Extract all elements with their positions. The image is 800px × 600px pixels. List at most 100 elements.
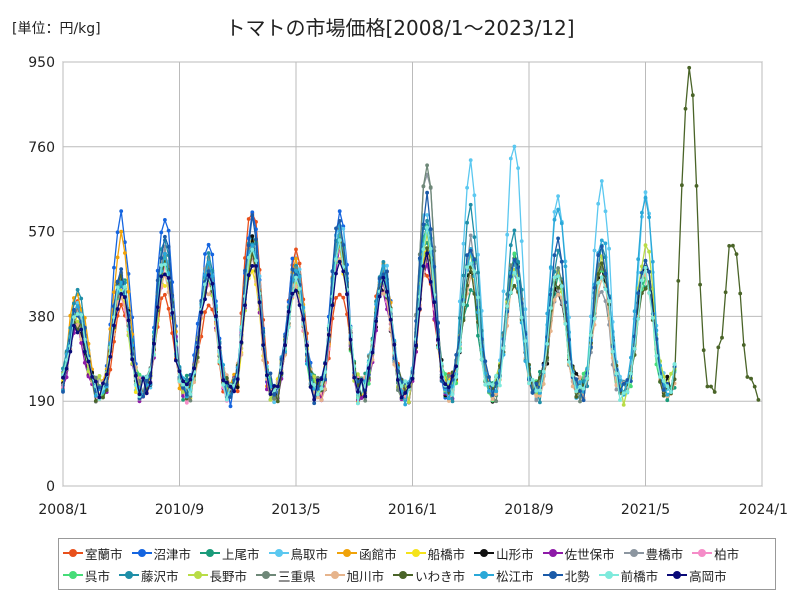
legend-swatch: [268, 548, 289, 558]
data-point: [61, 375, 65, 380]
data-point: [490, 397, 495, 402]
data-point: [545, 311, 550, 316]
data-point: [250, 234, 255, 239]
data-point: [705, 384, 710, 389]
data-point: [97, 385, 102, 390]
legend-item: 室蘭市: [63, 542, 123, 564]
data-point: [465, 283, 469, 288]
legend-label: 柏市: [714, 546, 740, 562]
legend-item: 函館市: [337, 542, 397, 564]
data-point: [224, 380, 229, 385]
data-point: [123, 284, 127, 289]
data-point: [312, 401, 317, 406]
data-point: [235, 389, 240, 394]
data-point: [188, 392, 193, 396]
data-point: [254, 237, 258, 242]
data-point: [425, 225, 429, 230]
data-point: [443, 382, 448, 386]
data-point: [101, 395, 105, 400]
legend-label: 函館市: [359, 546, 397, 562]
legend-item: 山形市: [474, 542, 534, 564]
data-point: [603, 271, 608, 276]
data-point: [381, 275, 386, 280]
legend-swatch: [405, 548, 426, 558]
data-point: [432, 300, 437, 305]
data-point: [290, 291, 295, 296]
data-point: [523, 359, 528, 363]
data-point: [119, 292, 124, 296]
data-point: [508, 263, 513, 268]
data-point: [417, 256, 422, 261]
data-point: [399, 395, 404, 400]
data-point: [421, 222, 426, 227]
data-point: [538, 400, 542, 405]
data-point: [498, 383, 502, 388]
data-point: [210, 274, 215, 278]
data-point: [567, 360, 571, 364]
data-point: [476, 295, 480, 300]
data-point: [163, 284, 167, 288]
legend-swatch: [337, 548, 358, 558]
data-point: [254, 264, 258, 268]
data-point: [290, 267, 295, 272]
legend-swatch: [474, 570, 495, 580]
data-point: [319, 377, 324, 381]
data-point: [82, 325, 87, 330]
data-point: [243, 268, 247, 273]
data-point: [556, 266, 560, 270]
data-point: [523, 307, 528, 312]
x-tick-label: 2008/1: [38, 502, 87, 518]
data-point: [396, 388, 400, 392]
data-point: [494, 389, 499, 394]
data-point: [428, 227, 433, 232]
data-point: [82, 349, 87, 354]
data-point: [490, 382, 495, 387]
data-point: [334, 257, 338, 261]
legend-label: いわき市: [415, 568, 466, 584]
data-point: [319, 398, 324, 402]
data-point: [519, 315, 524, 320]
data-point: [545, 355, 550, 360]
legend-item: 藤沢市: [119, 564, 179, 586]
data-point: [512, 270, 517, 275]
data-point: [126, 318, 131, 323]
data-point: [68, 313, 73, 318]
data-point: [541, 382, 546, 386]
data-point: [133, 383, 138, 387]
data-point: [585, 376, 590, 381]
data-point: [119, 209, 124, 214]
data-point: [661, 388, 666, 392]
data-point: [159, 256, 164, 260]
data-point: [607, 299, 611, 303]
data-point: [538, 393, 542, 398]
data-point: [731, 243, 735, 248]
data-point: [265, 373, 269, 378]
data-point: [578, 375, 582, 380]
legend-swatch: [256, 570, 277, 580]
legend-item: いわき市: [393, 564, 465, 586]
data-point: [341, 295, 346, 300]
x-tick-label: 2018/9: [504, 502, 553, 518]
x-tick-label: 2024/1: [739, 502, 788, 518]
data-point: [643, 195, 648, 200]
data-point: [75, 300, 80, 305]
data-point: [618, 374, 622, 379]
data-point: [603, 241, 608, 246]
data-point: [112, 265, 116, 270]
legend-label: 豊橋市: [645, 546, 684, 562]
axes: 0 190 380 570 760 950 2008/1 2010/9 2013/5 2016/1…: [28, 55, 788, 518]
data-point: [163, 218, 167, 222]
data-point: [108, 354, 113, 359]
legend-swatch: [542, 570, 563, 580]
data-point: [454, 364, 459, 369]
legend-label: 高岡市: [689, 568, 727, 584]
data-point: [206, 292, 211, 297]
data-point: [319, 386, 324, 391]
data-point: [348, 337, 353, 342]
data-point: [461, 273, 466, 278]
data-point: [323, 370, 327, 374]
data-point: [206, 273, 211, 277]
legend-swatch: [187, 570, 208, 580]
data-point: [210, 281, 215, 286]
data-point: [512, 283, 517, 288]
